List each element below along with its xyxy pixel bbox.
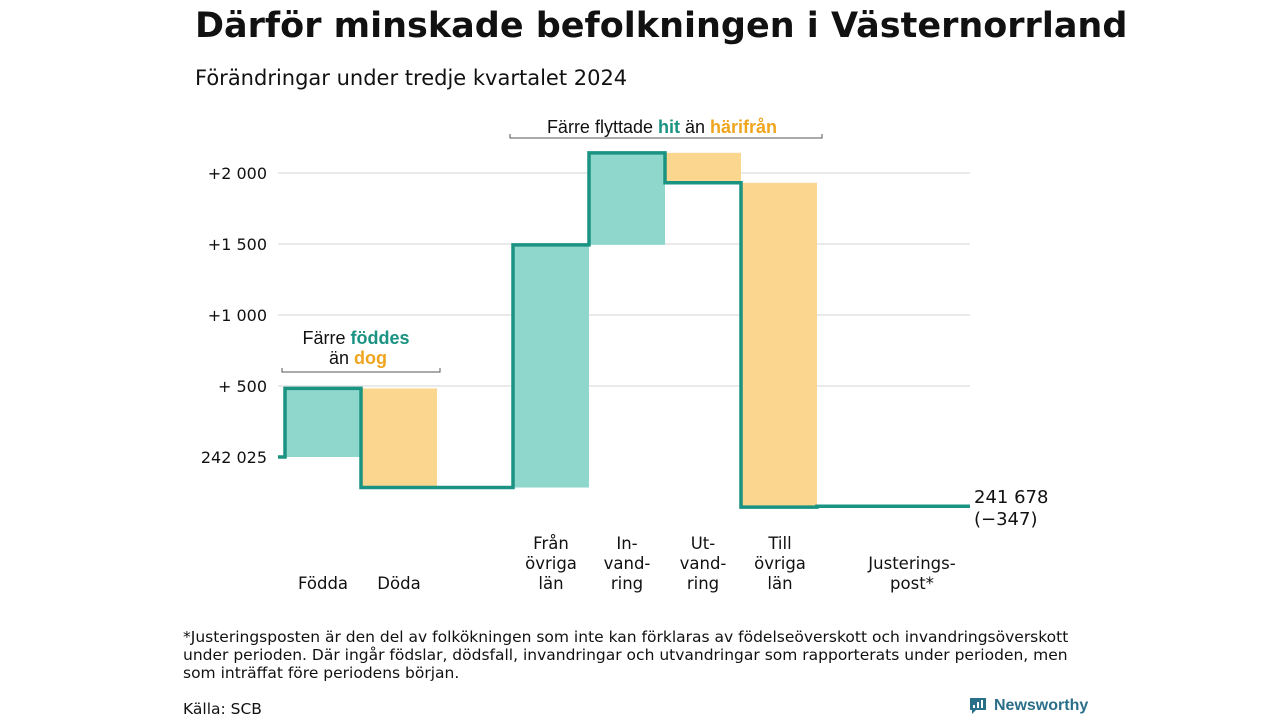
x-category-label: övriga xyxy=(525,554,577,573)
x-category-label: ring xyxy=(611,574,643,593)
x-category-label: post* xyxy=(890,574,934,593)
y-tick-label: + 500 xyxy=(218,377,267,396)
x-category-label: Till xyxy=(767,534,791,553)
x-category-label: Från xyxy=(533,534,569,553)
x-category-label: Justerings- xyxy=(867,554,955,573)
newsworthy-icon xyxy=(970,698,986,714)
x-category-label: ring xyxy=(687,574,719,593)
bracket-births-deaths xyxy=(281,368,441,373)
source-label: Källa: SCB xyxy=(183,700,262,718)
brand-name: Newsworthy xyxy=(994,697,1089,714)
annotation-fewer-born: Färre föddes xyxy=(302,328,409,348)
bar-5 xyxy=(742,182,817,508)
x-category-label: Födda xyxy=(298,574,348,593)
x-category-label: län xyxy=(767,574,792,593)
bracket-migration xyxy=(509,134,823,139)
y-tick-label: +1 500 xyxy=(208,235,267,254)
bar-2 xyxy=(514,244,589,488)
bar-3 xyxy=(590,152,665,245)
x-category-label: vand- xyxy=(604,554,651,573)
y-tick-label: +1 000 xyxy=(208,306,267,325)
bar-4 xyxy=(666,152,741,183)
end-value-label: 241 678 xyxy=(974,487,1048,508)
bar-1 xyxy=(362,388,437,488)
annotation-than-died: än dog xyxy=(329,348,387,368)
y-tick-label: 242 025 xyxy=(201,448,267,467)
x-category-label: vand- xyxy=(680,554,727,573)
net-change-label: (−347) xyxy=(974,509,1037,530)
x-category-label: övriga xyxy=(754,554,806,573)
x-category-label: In- xyxy=(616,534,637,553)
footnote: *Justeringsposten är den del av folkökni… xyxy=(183,628,1069,682)
y-tick-label: +2 000 xyxy=(208,164,267,183)
bar-0 xyxy=(285,388,360,457)
x-category-label: län xyxy=(538,574,563,593)
waterfall-step-line xyxy=(278,151,970,509)
annotation-fewer-moved: Färre flyttade hit än härifrån xyxy=(547,117,777,137)
x-category-label: Döda xyxy=(377,574,420,593)
x-category-label: Ut- xyxy=(691,534,716,553)
page-title: Därför minskade befolkningen i Västernor… xyxy=(195,6,1128,46)
page-subtitle: Förändringar under tredje kvartalet 2024 xyxy=(195,66,628,90)
brand-logo: Newsworthy xyxy=(968,696,1088,716)
